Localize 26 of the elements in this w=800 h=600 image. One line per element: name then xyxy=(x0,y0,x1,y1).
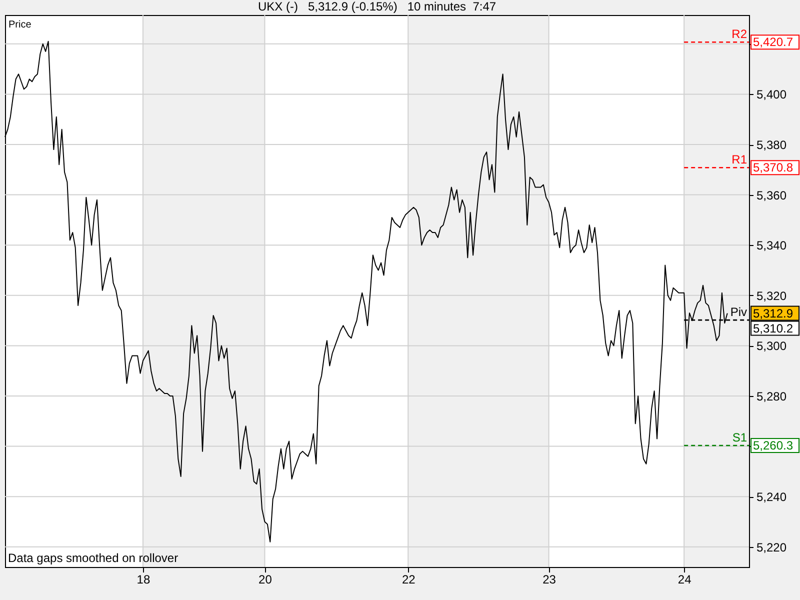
y-tick-label: 5,400 xyxy=(756,88,787,102)
y-tick-label: 5,320 xyxy=(756,288,787,303)
ref-line-label: S1 xyxy=(732,430,748,445)
y-tick-label: 5,340 xyxy=(756,238,787,253)
y-axis-title: Price xyxy=(8,20,32,30)
ref-line-label: R1 xyxy=(732,152,748,167)
annotation: Data gaps smoothed on rollover xyxy=(8,551,178,565)
x-tick-label: 23 xyxy=(542,572,556,586)
y-tick-label: 5,240 xyxy=(756,490,787,504)
ref-line-label: R2 xyxy=(732,27,748,42)
text: 5,310.2 xyxy=(753,321,794,336)
x-tick-label: 18 xyxy=(136,572,150,586)
x-tick-label: 20 xyxy=(258,572,272,586)
x-tick-label: 24 xyxy=(678,572,692,586)
x-tick-label: 22 xyxy=(402,572,416,586)
chart-title: UKX (-) 5,312.9 (-0.15%) 10 minutes 7:47 xyxy=(258,0,496,14)
text: 5,370.8 xyxy=(753,160,794,175)
ref-line-label: Piv xyxy=(730,305,747,320)
y-tick-label: 5,380 xyxy=(756,138,787,152)
y-tick-label: 5,280 xyxy=(756,389,787,404)
y-tick-label: 5,300 xyxy=(756,339,787,354)
text: 5,420.7 xyxy=(753,35,794,50)
text: 5,312.9 xyxy=(753,306,794,320)
y-tick-label: 5,220 xyxy=(756,540,787,554)
text: 5,260.3 xyxy=(753,438,794,453)
y-tick-label: 5,360 xyxy=(756,188,787,202)
